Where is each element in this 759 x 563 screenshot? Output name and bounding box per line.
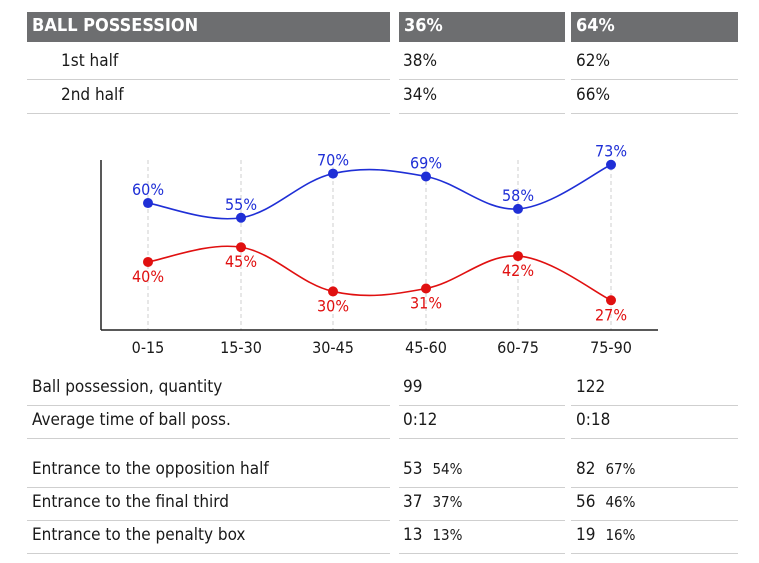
possession-chart: 0-15 15-30 30-45 45-60 60-75 75-90 60% 55% 70% 69… <box>100 142 658 357</box>
entrance-label: Entrance to the penalty box <box>27 520 390 554</box>
entrance-team1-pct: 37% <box>432 493 463 511</box>
red-data-label: 42% <box>502 261 534 280</box>
red-data-label: 40% <box>132 267 164 286</box>
blue-data-label: 70% <box>317 151 349 170</box>
red-point <box>236 242 246 253</box>
entrance-team1: 53 54% <box>399 454 565 488</box>
entrance-team2: 56 46% <box>571 487 738 521</box>
red-data-label: 30% <box>317 296 349 315</box>
team1-header: 36% <box>399 12 565 42</box>
x-tick-label: 45-60 <box>405 338 447 357</box>
team2-header: 64% <box>571 12 738 42</box>
blue-point <box>143 198 153 209</box>
blue-data-label: 69% <box>410 154 442 173</box>
blue-point <box>606 159 616 170</box>
entrance-team1-count: 13 <box>403 525 423 545</box>
entrance-team1-count: 37 <box>403 492 423 512</box>
entrance-team1: 13 13% <box>399 520 565 554</box>
entrance-label: Entrance to the opposition half <box>27 454 390 488</box>
x-tick-label: 15-30 <box>220 338 262 357</box>
blue-series-line <box>147 164 612 220</box>
half-row-team1: 34% <box>399 80 565 114</box>
header-title: BALL POSSESSION <box>32 15 199 36</box>
entrance-team2-pct: 67% <box>605 460 636 478</box>
blue-data-label: 60% <box>132 180 164 199</box>
red-point <box>513 251 523 262</box>
entrance-team2-pct: 46% <box>605 493 636 511</box>
blue-point <box>236 212 246 223</box>
possession-header: BALL POSSESSION <box>27 12 390 42</box>
x-tick-label: 30-45 <box>312 338 354 357</box>
blue-point <box>513 203 523 214</box>
red-data-label: 31% <box>410 293 442 312</box>
entrance-label: Entrance to the final third <box>27 487 390 521</box>
blue-data-label: 55% <box>225 195 257 214</box>
entrance-team2: 82 67% <box>571 454 738 488</box>
stat-label: Average time of ball poss. <box>27 405 390 439</box>
x-tick-label: 60-75 <box>497 338 539 357</box>
blue-point <box>421 171 431 182</box>
stat-team1: 99 <box>399 372 565 406</box>
blue-data-label: 73% <box>595 142 627 161</box>
team1-total: 36% <box>404 15 443 36</box>
blue-data-label: 58% <box>502 186 534 205</box>
stat-team1: 0:12 <box>399 405 565 439</box>
red-series-line <box>147 245 612 301</box>
team2-total: 64% <box>576 15 615 36</box>
stat-team2: 0:18 <box>571 405 738 439</box>
red-data-label: 27% <box>595 305 627 324</box>
half-row-team1: 38% <box>399 46 565 80</box>
entrance-team2-pct: 16% <box>605 526 636 544</box>
x-tick-label: 0-15 <box>132 338 165 357</box>
stat-label: Ball possession, quantity <box>27 372 390 406</box>
x-tick-label: 75-90 <box>590 338 632 357</box>
entrance-team1-count: 53 <box>403 459 423 479</box>
half-row-team2: 62% <box>571 46 738 80</box>
red-point <box>421 283 431 294</box>
red-point <box>143 256 153 267</box>
half-row-label: 2nd half <box>27 80 390 114</box>
stat-team2: 122 <box>571 372 738 406</box>
blue-point <box>328 168 338 179</box>
entrance-team2-count: 56 <box>576 492 596 512</box>
entrance-team2-count: 82 <box>576 459 596 479</box>
entrance-team1-pct: 54% <box>432 460 463 478</box>
red-point <box>606 295 616 306</box>
red-point <box>328 286 338 297</box>
entrance-team1: 37 37% <box>399 487 565 521</box>
entrance-team1-pct: 13% <box>432 526 463 544</box>
half-row-label: 1st half <box>27 46 390 80</box>
red-data-label: 45% <box>225 252 257 271</box>
entrance-team2-count: 19 <box>576 525 596 545</box>
half-row-team2: 66% <box>571 80 738 114</box>
entrance-team2: 19 16% <box>571 520 738 554</box>
